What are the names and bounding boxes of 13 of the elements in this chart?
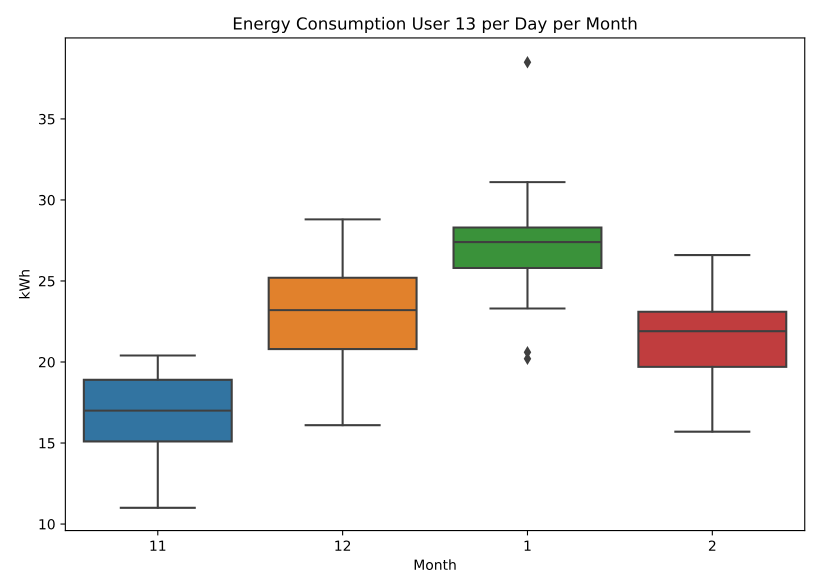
x-tick-label: 1: [524, 540, 531, 551]
x-tick-label: 12: [335, 540, 350, 551]
y-tick-label: 20: [38, 356, 55, 368]
y-tick-label: 25: [38, 276, 54, 286]
x-axis-title: Month: [414, 559, 456, 570]
y-tick-label: 15: [39, 438, 54, 448]
y-axis-title: kWh: [18, 270, 30, 298]
x-tick-label: 2: [708, 540, 716, 551]
y-tick-label: 30: [39, 194, 55, 206]
chart-title: Energy Consumption User 13 per Day per Month: [234, 16, 636, 34]
y-tick-label: 35: [39, 114, 54, 124]
y-tick-label: 10: [39, 519, 55, 530]
x-tick-label: 11: [150, 540, 166, 551]
